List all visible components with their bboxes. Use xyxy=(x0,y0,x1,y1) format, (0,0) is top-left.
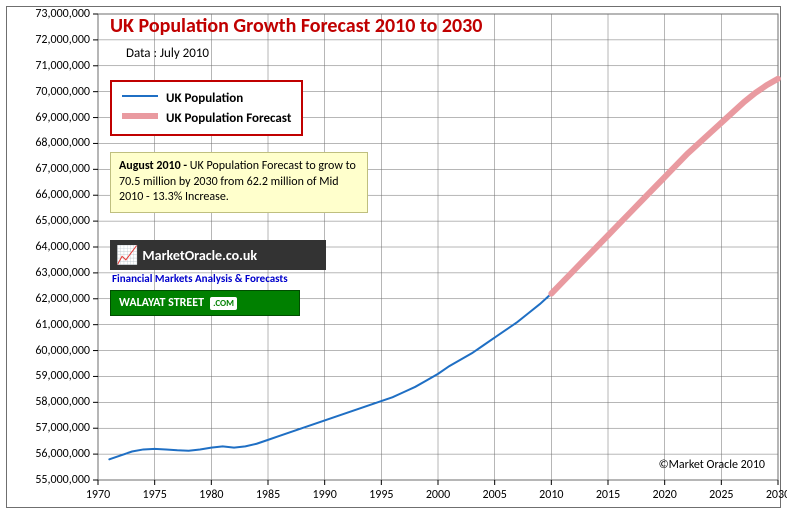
x-tick-label: 2020 xyxy=(652,488,676,502)
chart-icon: 📈 xyxy=(116,244,138,266)
y-tick-label: 63,000,000 xyxy=(0,266,90,280)
x-tick-label: 2015 xyxy=(596,488,620,502)
copyright-label: ©Market Oracle 2010 xyxy=(659,458,765,472)
y-tick-label: 61,000,000 xyxy=(0,318,90,332)
y-tick-label: 71,000,000 xyxy=(0,59,90,73)
chart-title: UK Population Growth Forecast 2010 to 20… xyxy=(110,14,482,38)
y-tick-label: 70,000,000 xyxy=(0,85,90,99)
y-tick-label: 57,000,000 xyxy=(0,421,90,435)
y-tick-label: 68,000,000 xyxy=(0,136,90,150)
brand-walayat: WALAYAT STREET .COM xyxy=(110,290,300,316)
y-tick-label: 58,000,000 xyxy=(0,395,90,409)
y-tick-label: 69,000,000 xyxy=(0,111,90,125)
brand2-text: WALAYAT STREET xyxy=(119,296,204,310)
y-tick-label: 59,000,000 xyxy=(0,369,90,383)
y-tick-label: 60,000,000 xyxy=(0,344,90,358)
x-tick-label: 2025 xyxy=(709,488,733,502)
note-lead: August 2010 - xyxy=(119,159,190,173)
y-tick-label: 67,000,000 xyxy=(0,162,90,176)
legend-item: UK Population xyxy=(122,88,291,108)
brand1-text: MarketOracle.co.uk xyxy=(142,247,257,264)
y-tick-label: 55,000,000 xyxy=(0,473,90,487)
x-tick-label: 2005 xyxy=(482,488,506,502)
x-tick-label: 2010 xyxy=(539,488,563,502)
y-tick-label: 65,000,000 xyxy=(0,214,90,228)
legend-item: UK Population Forecast xyxy=(122,108,291,128)
x-tick-label: 1995 xyxy=(369,488,393,502)
y-tick-label: 72,000,000 xyxy=(0,33,90,47)
chart-container: 55,000,000 56,000,000 57,000,000 58,000,000… xyxy=(0,0,787,514)
x-tick-label: 1990 xyxy=(312,488,336,502)
x-tick-label: 2030 xyxy=(766,488,787,502)
x-tick-label: 1970 xyxy=(86,488,110,502)
y-tick-label: 64,000,000 xyxy=(0,240,90,254)
legend: UK PopulationUK Population Forecast xyxy=(110,80,303,136)
x-tick-label: 1980 xyxy=(199,488,223,502)
y-tick-label: 56,000,000 xyxy=(0,447,90,461)
brand2-suffix: .COM xyxy=(210,297,237,310)
annotation-note: August 2010 - UK Population Forecast to … xyxy=(110,152,368,213)
x-tick-label: 1985 xyxy=(256,488,280,502)
y-tick-label: 73,000,000 xyxy=(0,7,90,21)
brand1-subtitle: Financial Markets Analysis & Forecasts xyxy=(112,272,288,285)
y-tick-label: 66,000,000 xyxy=(0,188,90,202)
y-tick-label: 62,000,000 xyxy=(0,292,90,306)
x-tick-label: 2000 xyxy=(426,488,450,502)
brand-marketoracle: 📈 MarketOracle.co.uk xyxy=(110,240,326,270)
data-date-label: Data : July 2010 xyxy=(126,46,209,61)
x-tick-label: 1975 xyxy=(142,488,166,502)
